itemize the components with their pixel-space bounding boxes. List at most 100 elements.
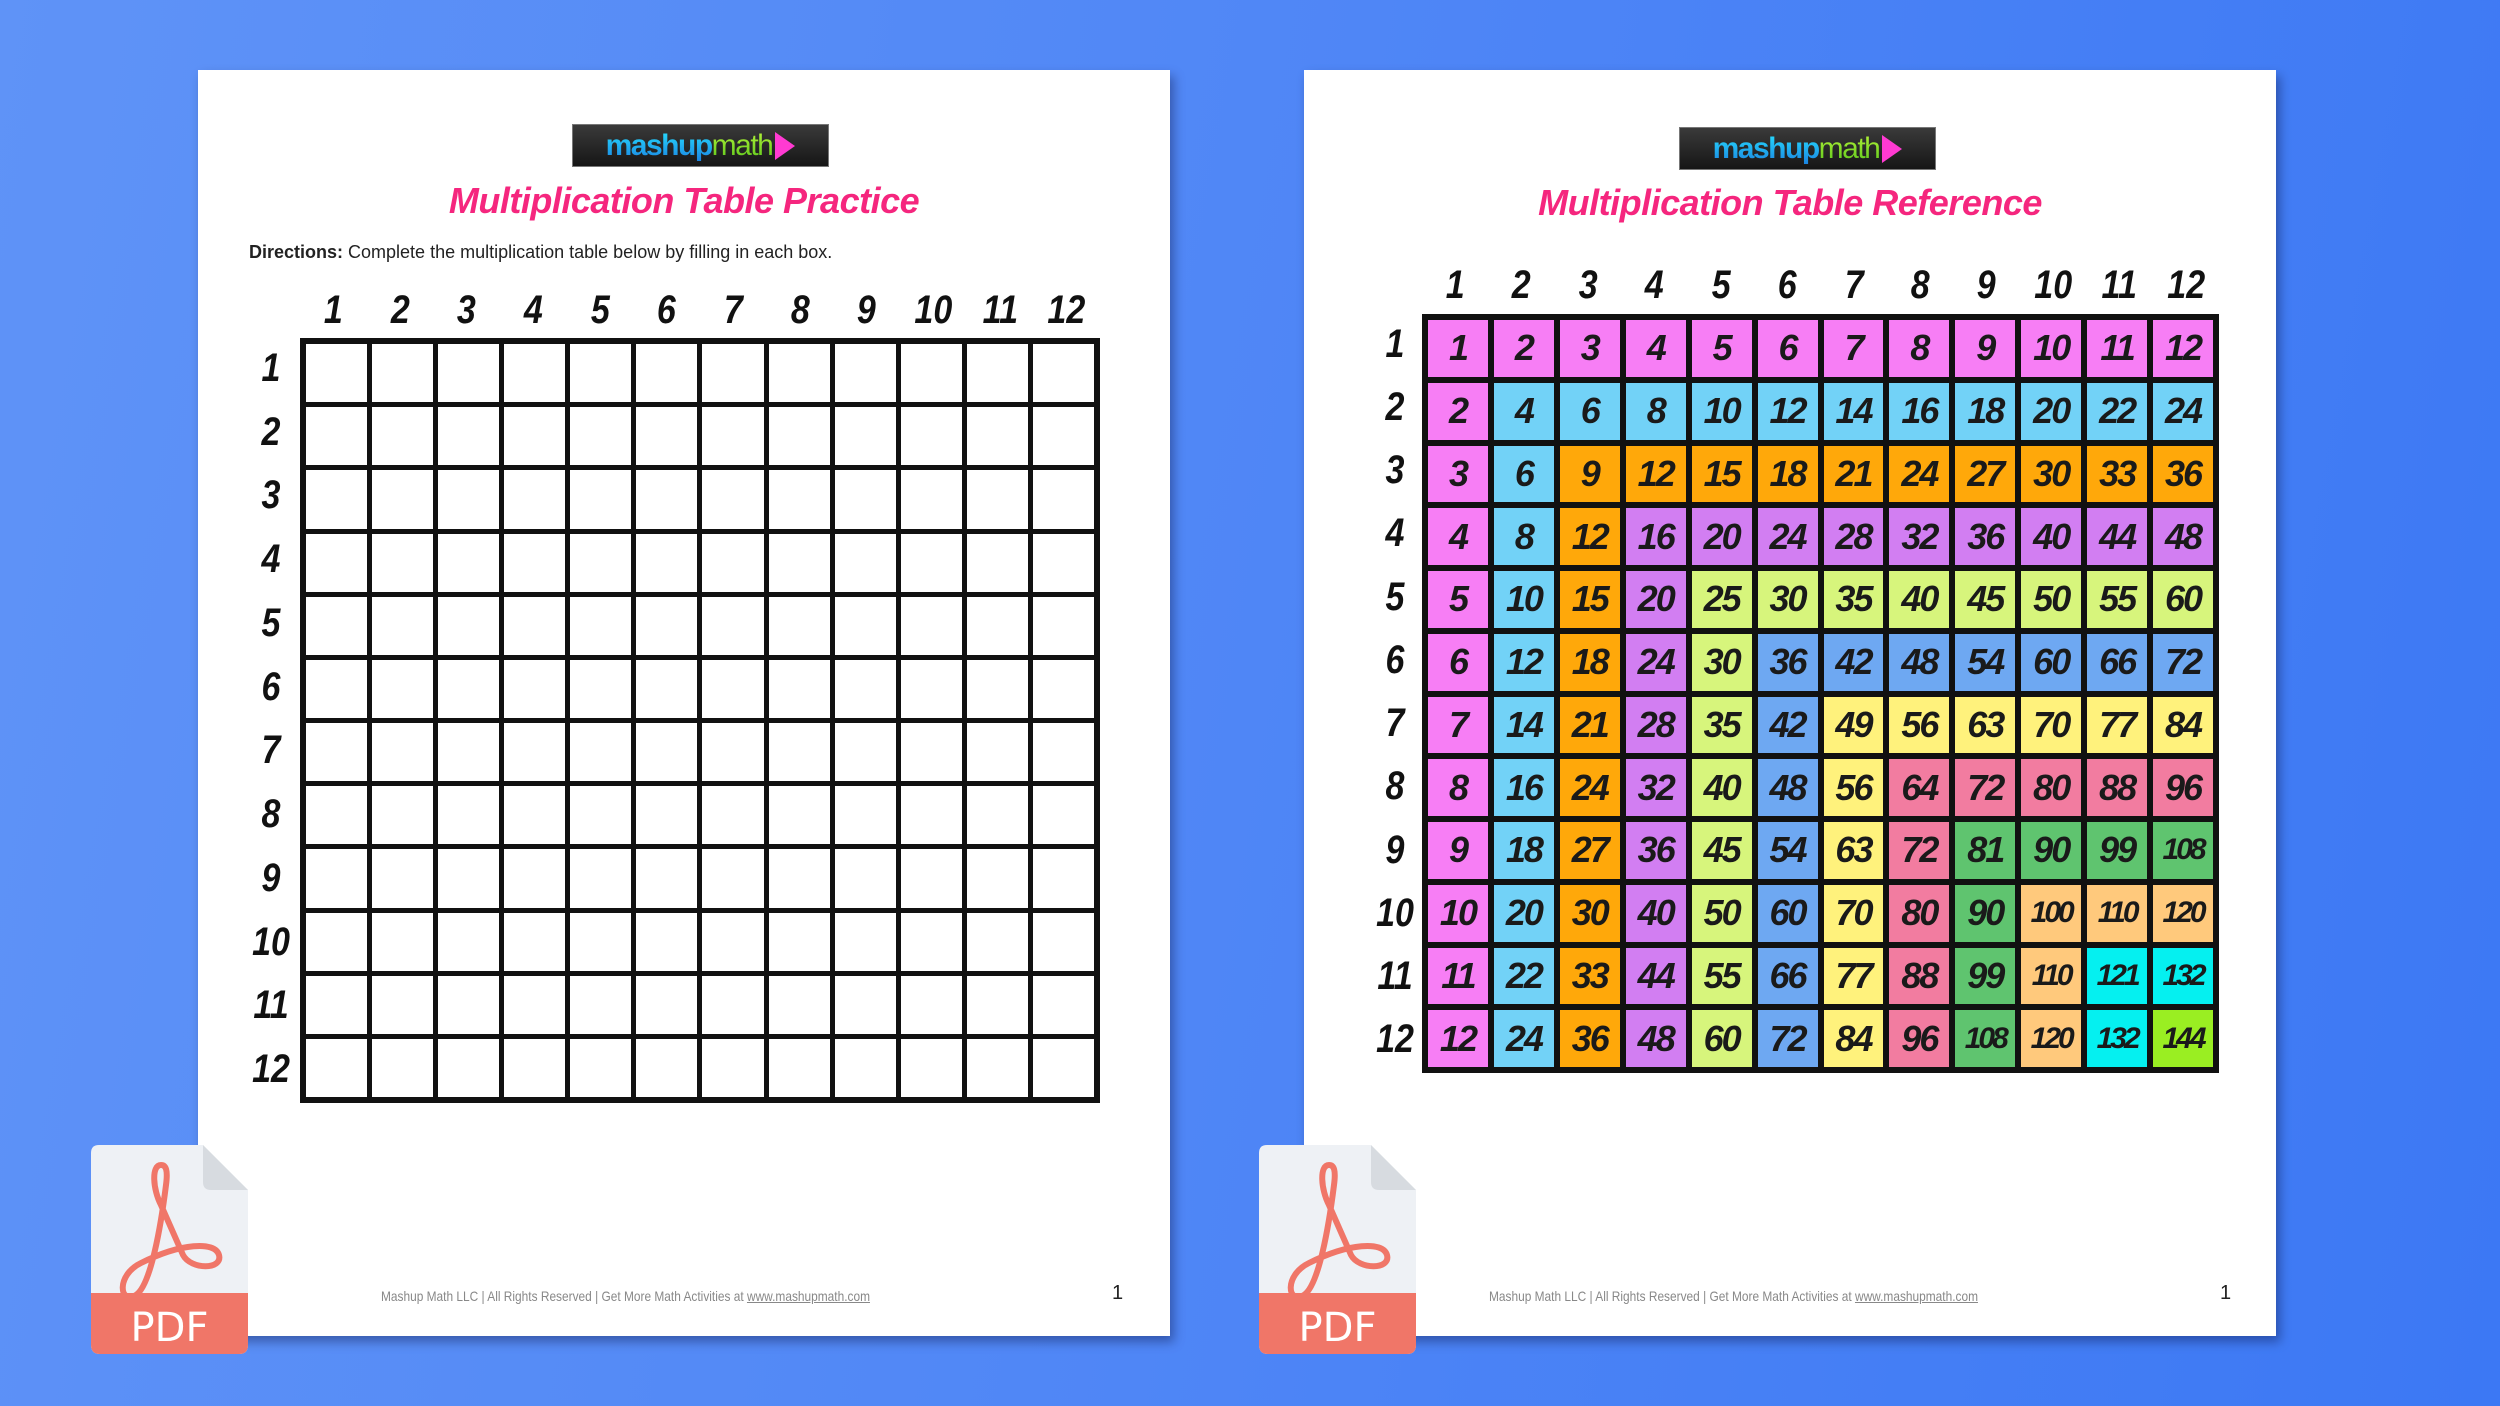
answer-box[interactable] bbox=[900, 723, 962, 782]
answer-box[interactable] bbox=[306, 596, 368, 655]
answer-box[interactable] bbox=[372, 470, 434, 529]
answer-box[interactable] bbox=[636, 659, 698, 718]
answer-box[interactable] bbox=[306, 975, 368, 1034]
answer-box[interactable] bbox=[702, 1038, 764, 1097]
answer-box[interactable] bbox=[966, 596, 1028, 655]
answer-box[interactable] bbox=[306, 1038, 368, 1097]
answer-box[interactable] bbox=[702, 659, 764, 718]
answer-box[interactable] bbox=[372, 849, 434, 908]
answer-box[interactable] bbox=[834, 596, 896, 655]
footer-link[interactable]: www.mashupmath.com bbox=[746, 1288, 870, 1304]
answer-box[interactable] bbox=[900, 1038, 962, 1097]
answer-box[interactable] bbox=[702, 786, 764, 845]
answer-box[interactable] bbox=[570, 596, 632, 655]
answer-box[interactable] bbox=[504, 470, 566, 529]
answer-box[interactable] bbox=[306, 344, 368, 403]
answer-box[interactable] bbox=[1032, 786, 1094, 845]
answer-box[interactable] bbox=[636, 344, 698, 403]
answer-box[interactable] bbox=[636, 407, 698, 466]
answer-box[interactable] bbox=[438, 533, 500, 592]
answer-box[interactable] bbox=[570, 975, 632, 1034]
answer-box[interactable] bbox=[768, 344, 830, 403]
answer-box[interactable] bbox=[966, 912, 1028, 971]
answer-box[interactable] bbox=[1032, 975, 1094, 1034]
answer-box[interactable] bbox=[636, 723, 698, 782]
answer-box[interactable] bbox=[900, 470, 962, 529]
answer-box[interactable] bbox=[966, 659, 1028, 718]
answer-box[interactable] bbox=[636, 1038, 698, 1097]
answer-box[interactable] bbox=[900, 659, 962, 718]
answer-box[interactable] bbox=[768, 912, 830, 971]
answer-box[interactable] bbox=[372, 912, 434, 971]
answer-box[interactable] bbox=[834, 912, 896, 971]
answer-box[interactable] bbox=[900, 786, 962, 845]
answer-box[interactable] bbox=[702, 723, 764, 782]
answer-box[interactable] bbox=[768, 470, 830, 529]
answer-box[interactable] bbox=[372, 723, 434, 782]
answer-box[interactable] bbox=[966, 786, 1028, 845]
answer-box[interactable] bbox=[306, 849, 368, 908]
answer-box[interactable] bbox=[1032, 407, 1094, 466]
answer-box[interactable] bbox=[372, 786, 434, 845]
answer-box[interactable] bbox=[1032, 1038, 1094, 1097]
answer-box[interactable] bbox=[504, 849, 566, 908]
answer-box[interactable] bbox=[306, 786, 368, 845]
answer-box[interactable] bbox=[504, 723, 566, 782]
answer-box[interactable] bbox=[702, 596, 764, 655]
answer-box[interactable] bbox=[438, 470, 500, 529]
answer-box[interactable] bbox=[966, 1038, 1028, 1097]
answer-box[interactable] bbox=[504, 533, 566, 592]
answer-box[interactable] bbox=[702, 344, 764, 403]
answer-box[interactable] bbox=[438, 344, 500, 403]
answer-box[interactable] bbox=[834, 786, 896, 845]
answer-box[interactable] bbox=[438, 912, 500, 971]
answer-box[interactable] bbox=[504, 975, 566, 1034]
answer-box[interactable] bbox=[570, 470, 632, 529]
answer-box[interactable] bbox=[504, 1038, 566, 1097]
answer-box[interactable] bbox=[834, 849, 896, 908]
answer-box[interactable] bbox=[636, 912, 698, 971]
answer-box[interactable] bbox=[966, 849, 1028, 908]
pdf-file-icon[interactable]: PDF bbox=[1259, 1145, 1416, 1354]
answer-box[interactable] bbox=[636, 786, 698, 845]
answer-box[interactable] bbox=[702, 849, 764, 908]
answer-box[interactable] bbox=[966, 344, 1028, 403]
answer-box[interactable] bbox=[834, 659, 896, 718]
answer-box[interactable] bbox=[1032, 849, 1094, 908]
answer-box[interactable] bbox=[966, 975, 1028, 1034]
answer-box[interactable] bbox=[768, 533, 830, 592]
answer-box[interactable] bbox=[768, 786, 830, 845]
answer-box[interactable] bbox=[306, 470, 368, 529]
answer-box[interactable] bbox=[768, 1038, 830, 1097]
answer-box[interactable] bbox=[900, 849, 962, 908]
answer-box[interactable] bbox=[570, 786, 632, 845]
answer-box[interactable] bbox=[372, 344, 434, 403]
answer-box[interactable] bbox=[834, 723, 896, 782]
answer-box[interactable] bbox=[438, 723, 500, 782]
answer-box[interactable] bbox=[504, 786, 566, 845]
answer-box[interactable] bbox=[372, 659, 434, 718]
answer-box[interactable] bbox=[636, 470, 698, 529]
answer-box[interactable] bbox=[1032, 470, 1094, 529]
answer-box[interactable] bbox=[768, 407, 830, 466]
answer-box[interactable] bbox=[966, 533, 1028, 592]
answer-box[interactable] bbox=[306, 723, 368, 782]
answer-box[interactable] bbox=[834, 344, 896, 403]
answer-box[interactable] bbox=[570, 659, 632, 718]
answer-box[interactable] bbox=[768, 975, 830, 1034]
answer-box[interactable] bbox=[306, 407, 368, 466]
answer-box[interactable] bbox=[372, 407, 434, 466]
answer-box[interactable] bbox=[504, 596, 566, 655]
answer-box[interactable] bbox=[438, 786, 500, 845]
answer-box[interactable] bbox=[570, 723, 632, 782]
answer-box[interactable] bbox=[702, 912, 764, 971]
answer-box[interactable] bbox=[834, 407, 896, 466]
answer-box[interactable] bbox=[504, 344, 566, 403]
answer-box[interactable] bbox=[372, 975, 434, 1034]
answer-box[interactable] bbox=[372, 1038, 434, 1097]
answer-box[interactable] bbox=[900, 344, 962, 403]
answer-box[interactable] bbox=[570, 1038, 632, 1097]
answer-box[interactable] bbox=[1032, 659, 1094, 718]
answer-box[interactable] bbox=[636, 975, 698, 1034]
answer-box[interactable] bbox=[768, 849, 830, 908]
